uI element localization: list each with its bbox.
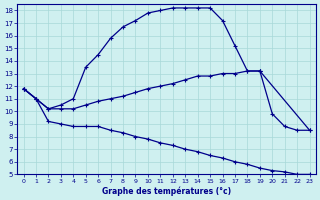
X-axis label: Graphe des températures (°c): Graphe des températures (°c) [102,186,231,196]
